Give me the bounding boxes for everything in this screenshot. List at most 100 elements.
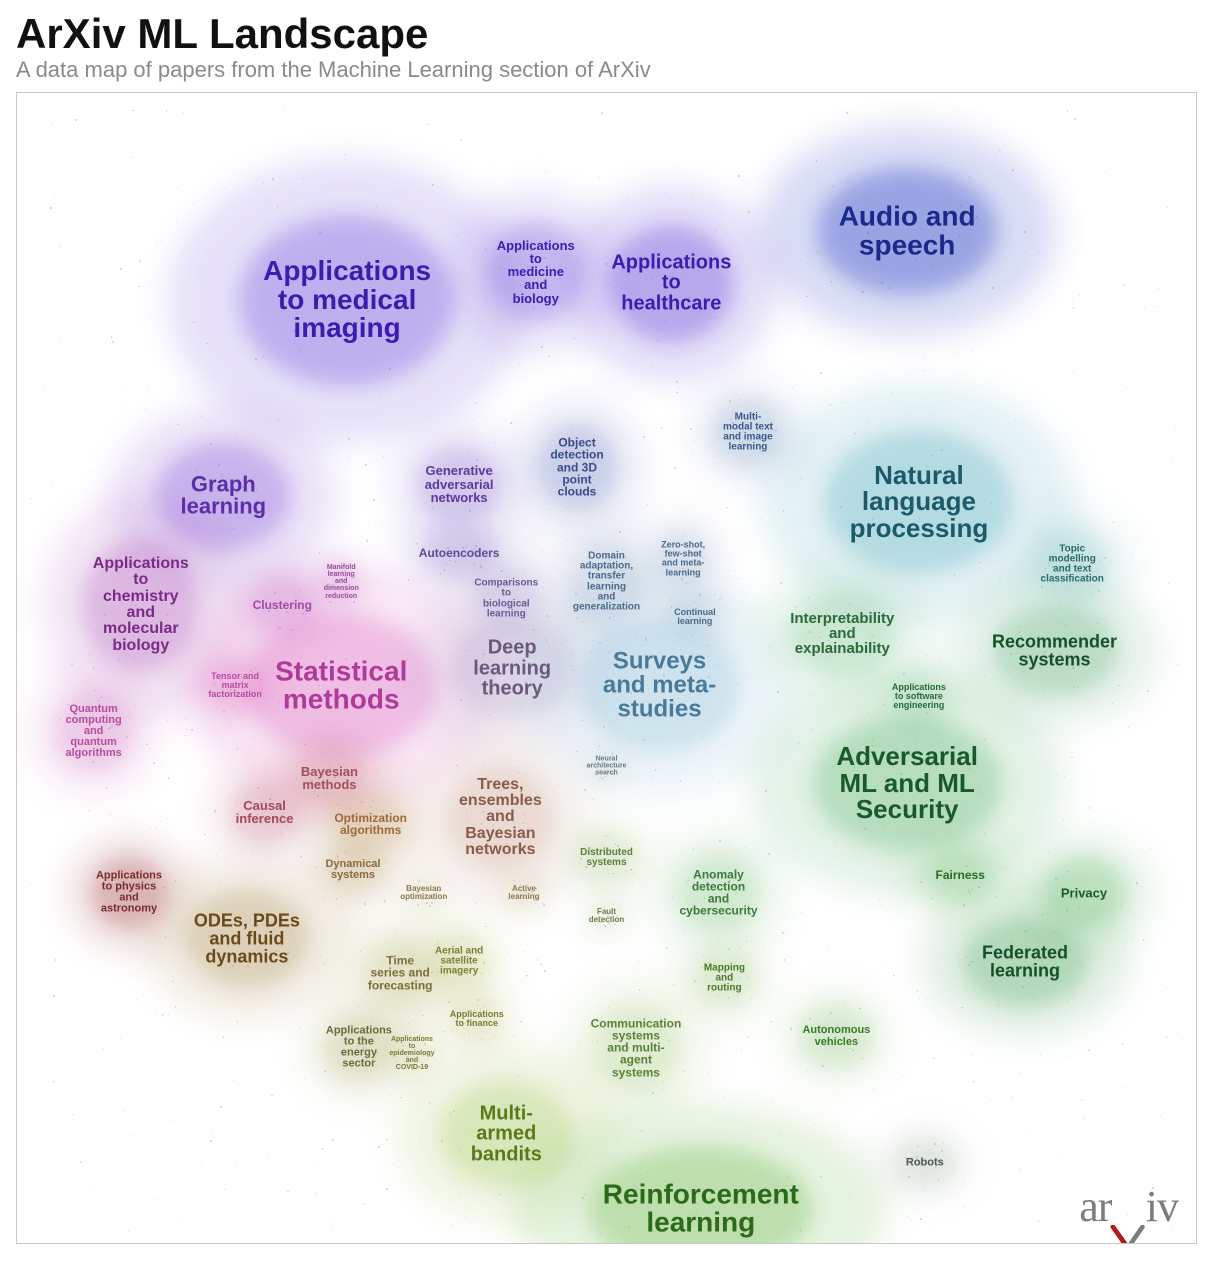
cluster-halo <box>1013 833 1156 953</box>
cluster-halo <box>510 396 645 539</box>
cluster-core <box>449 619 575 718</box>
cluster-halo <box>566 186 776 381</box>
cluster-label[interactable]: Applications to finance <box>450 1010 504 1028</box>
cluster-label[interactable]: Multi- armed bandits <box>471 1103 542 1164</box>
cluster-halo <box>647 825 790 960</box>
cluster-core <box>486 222 585 321</box>
cluster-halo <box>184 566 499 806</box>
cluster-core <box>247 614 436 758</box>
cluster-label[interactable]: Audio and speech <box>839 203 976 260</box>
cluster-label[interactable]: Fault detection <box>589 907 625 923</box>
cluster-label[interactable]: Fairness <box>936 869 985 881</box>
cluster-label[interactable]: Topic modelling and text classification <box>1041 544 1104 585</box>
cluster-label[interactable]: Autonomous vehicles <box>802 1025 870 1047</box>
cluster-label[interactable]: Aerial and satellite imagery <box>435 946 483 977</box>
cluster-halo <box>432 978 522 1061</box>
cluster-label[interactable]: Anomaly detection and cybersecurity <box>679 868 757 917</box>
cluster-core <box>332 792 409 855</box>
cluster-halo <box>543 511 671 654</box>
cluster-halo <box>688 376 808 489</box>
cluster-label[interactable]: Domain adaptation, transfer learning and… <box>573 551 640 612</box>
cluster-halo <box>395 508 523 598</box>
cluster-label[interactable]: Applications to the energy sector <box>326 1025 392 1070</box>
cluster-label[interactable]: Dynamical systems <box>325 858 380 880</box>
cluster-label[interactable]: Graph learning <box>181 473 267 518</box>
cluster-core <box>204 659 267 713</box>
cluster-core <box>91 857 168 929</box>
cluster-label[interactable]: Clustering <box>253 599 312 611</box>
cluster-label[interactable]: Time series and forecasting <box>368 955 433 992</box>
cluster-halo <box>672 930 777 1028</box>
cluster-label[interactable]: Optimization algorithms <box>334 811 407 835</box>
cluster-halo <box>183 641 288 731</box>
cluster-label[interactable]: Multi- modal text and image learning <box>723 412 773 453</box>
cluster-label[interactable]: Applications to software engineering <box>892 683 946 711</box>
cluster-label[interactable]: Object detection and 3D point clouds <box>550 436 603 497</box>
cluster-label[interactable]: Adversarial ML and ML Security <box>836 744 978 824</box>
cluster-label[interactable]: Recommender systems <box>992 633 1117 670</box>
cluster-halo <box>1008 505 1136 625</box>
cluster-label[interactable]: Autoencoders <box>419 547 500 559</box>
cluster-label[interactable]: Active learning <box>508 884 539 900</box>
cluster-core <box>813 716 1002 851</box>
cluster-label[interactable]: Zero-shot, few-shot and meta- learning <box>661 541 705 578</box>
cluster-halo <box>872 1122 977 1205</box>
cluster-halo <box>142 856 352 1021</box>
cluster-label[interactable]: Statistical methods <box>275 657 407 714</box>
cluster-label[interactable]: Applications to healthcare <box>611 252 731 313</box>
cluster-label[interactable]: Applications to epidemiology and COVID-1… <box>389 1036 434 1072</box>
cluster-label[interactable]: Robots <box>906 1157 944 1168</box>
cluster-core <box>824 430 1013 574</box>
cluster-core <box>389 1031 434 1076</box>
cluster-label[interactable]: Federated learning <box>982 943 1068 980</box>
cluster-core <box>654 528 713 591</box>
cluster-label[interactable]: Communication systems and multi- agent s… <box>591 1017 682 1078</box>
cluster-core <box>53 691 134 772</box>
cluster-halo <box>307 545 375 620</box>
cluster-label[interactable]: Surveys and meta- studies <box>603 649 716 722</box>
cluster-label[interactable]: Applications to medical imaging <box>263 257 431 343</box>
cluster-halo <box>453 189 618 354</box>
cluster-label[interactable]: Bayesian methods <box>301 764 358 791</box>
cluster-label[interactable]: Manifold learning and dimension reductio… <box>324 564 359 600</box>
cluster-label[interactable]: Interpretability and explainability <box>790 611 894 657</box>
cluster-halo <box>266 721 394 834</box>
cluster-halo <box>407 913 512 1011</box>
cluster-label[interactable]: Distributed systems <box>580 848 633 868</box>
cluster-label[interactable]: Natural language processing <box>850 462 989 542</box>
cluster-label[interactable]: Bayesian optimization <box>400 884 447 900</box>
cluster-label[interactable]: Generative adversarial networks <box>425 464 494 504</box>
cluster-label[interactable]: Applications to medicine and biology <box>497 238 575 304</box>
cluster-label[interactable]: Privacy <box>1061 886 1107 899</box>
cluster-core <box>473 566 541 634</box>
cluster-label[interactable]: ODEs, PDEs and fluid dynamics <box>194 911 300 966</box>
cluster-label[interactable]: Continual learning <box>674 607 716 625</box>
cluster-label[interactable]: Mapping and routing <box>704 964 745 995</box>
cluster-label[interactable]: Quantum computing and quantum algorithms <box>66 703 122 759</box>
cluster-core <box>608 225 734 342</box>
cluster-core <box>322 843 385 897</box>
cluster-core <box>504 875 545 911</box>
cluster-label[interactable]: Deep learning theory <box>473 638 551 699</box>
cluster-label[interactable]: Neural architecture search <box>586 755 626 776</box>
cluster-core <box>992 606 1118 696</box>
cluster-core <box>446 764 554 872</box>
cluster-label[interactable]: Reinforcement learning <box>603 1180 799 1237</box>
cluster-halo <box>561 973 711 1123</box>
landscape-map[interactable]: ariv Audio and speechApplications to med… <box>16 92 1197 1244</box>
cluster-halo <box>390 863 458 923</box>
cluster-halo <box>410 728 590 908</box>
cluster-halo <box>394 1044 619 1224</box>
arxiv-logo-iv: iv <box>1146 1182 1178 1231</box>
cluster-halo <box>761 382 1076 622</box>
cluster-core <box>589 898 625 932</box>
cluster-core <box>676 852 762 933</box>
cluster-core <box>589 748 625 784</box>
cluster-label[interactable]: Causal inference <box>236 799 294 826</box>
cluster-label[interactable]: Trees, ensembles and Bayesian networks <box>459 777 542 859</box>
cluster-label[interactable]: Comparisons to biological learning <box>474 579 538 620</box>
cluster-label[interactable]: Applications to chemistry and molecular … <box>93 556 189 654</box>
cluster-label[interactable]: Applications to physics and astronomy <box>96 870 162 915</box>
cluster-core <box>416 446 502 523</box>
cluster-label[interactable]: Tensor and matrix factorization <box>208 672 262 700</box>
